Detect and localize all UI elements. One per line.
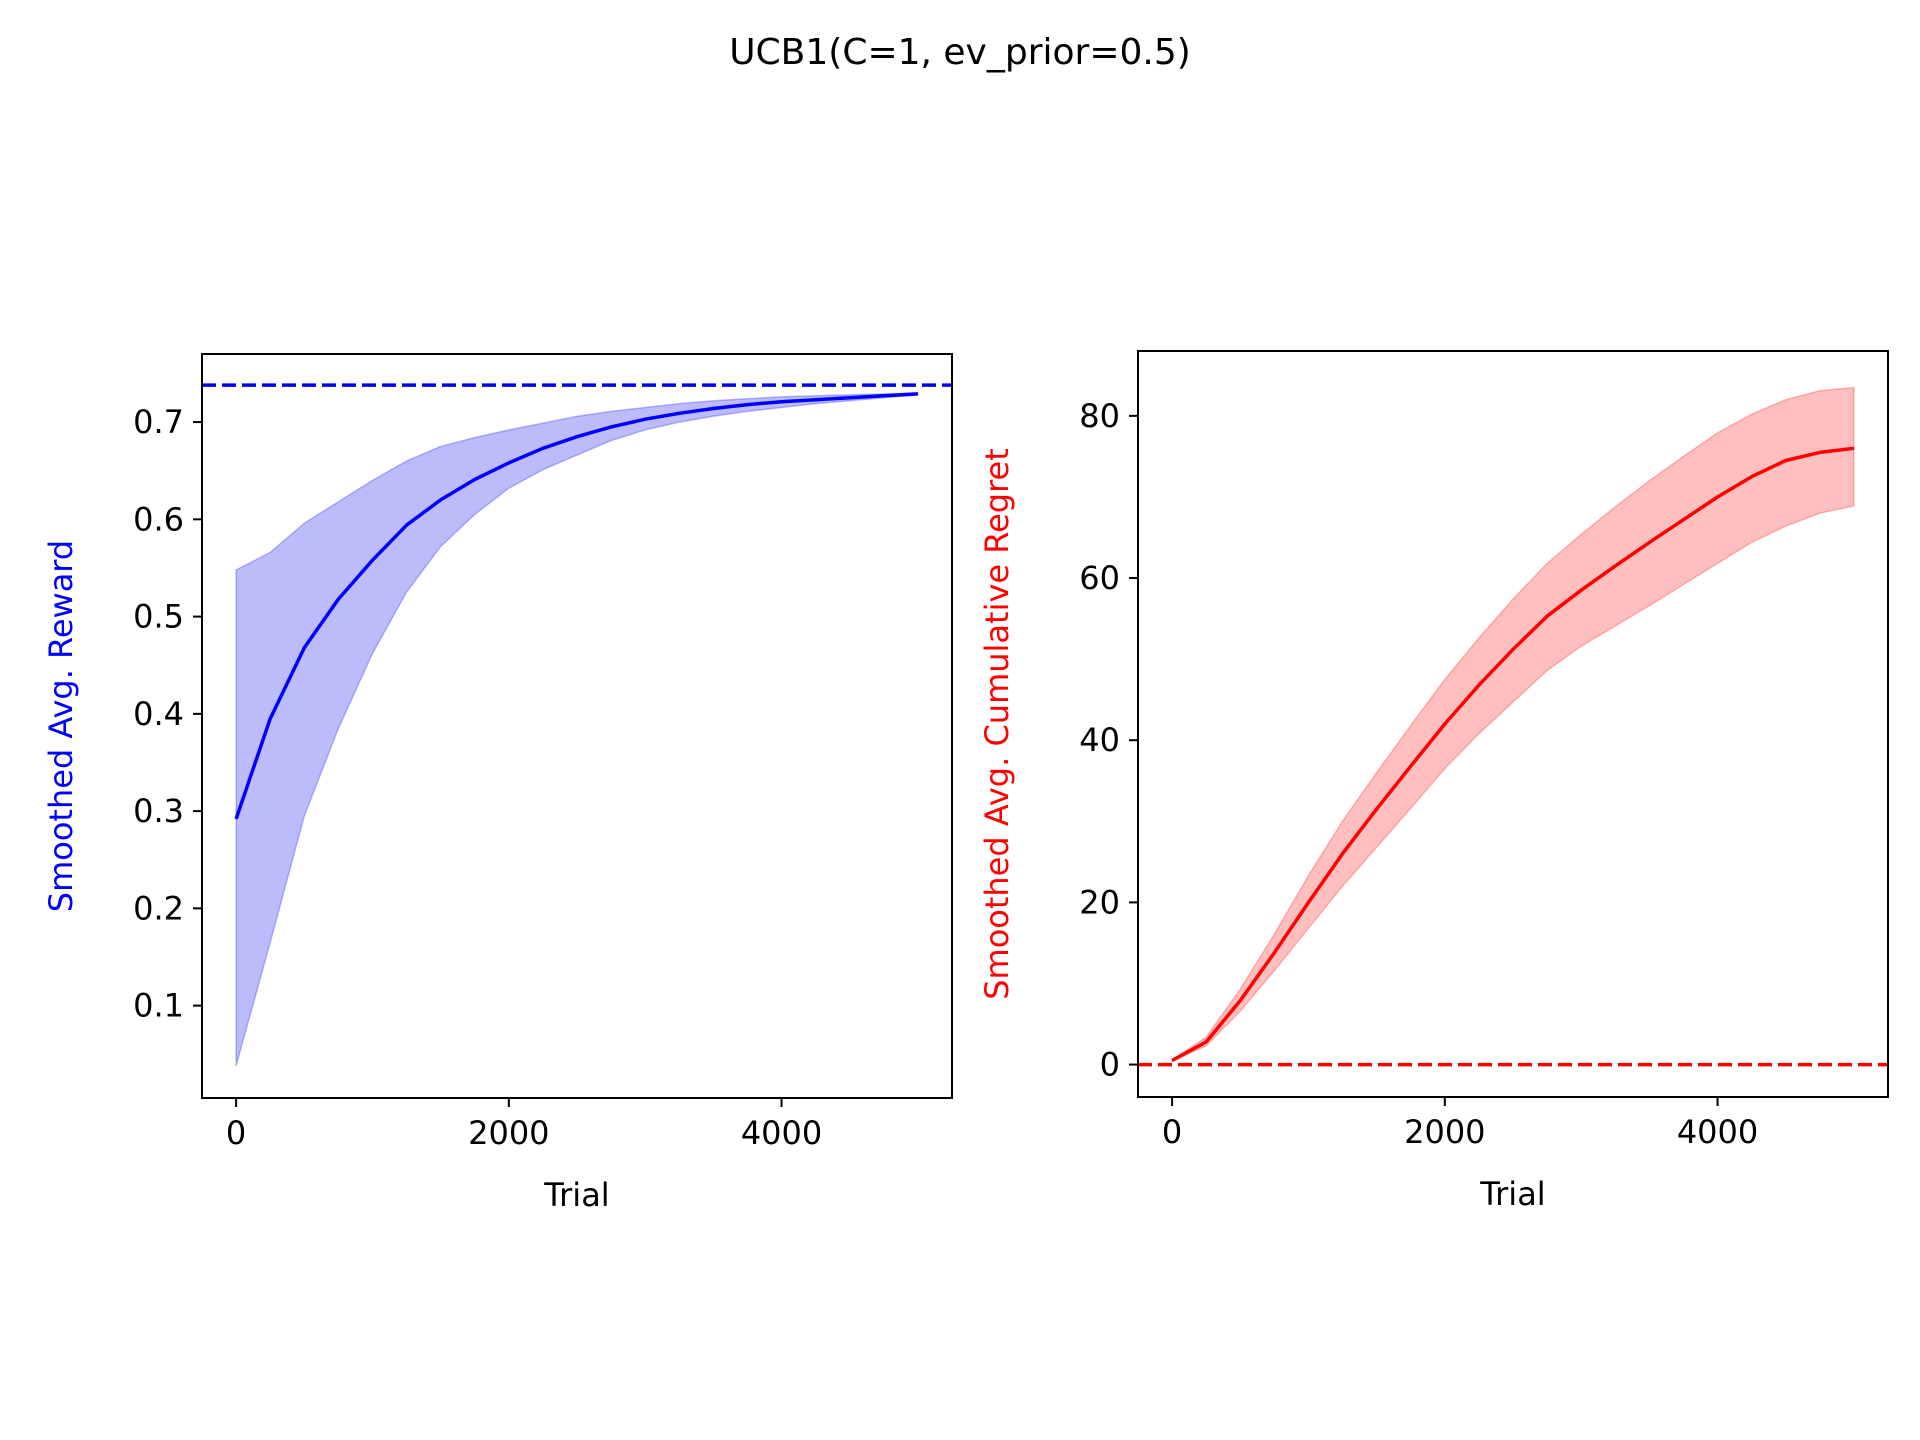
y-tick-label: 0.7 [133, 403, 184, 441]
y-axis-label: Smoothed Avg. Reward [42, 540, 80, 912]
x-tick-label: 4000 [741, 1114, 822, 1152]
y-axis-label: Smoothed Avg. Cumulative Regret [978, 448, 1016, 1000]
y-tick-label: 80 [1079, 397, 1120, 435]
x-tick-label: 0 [226, 1114, 246, 1152]
reward-panel: 0 2000 4000 0.1 0.2 0.3 0.4 0.5 0.6 0.7 Trial Smoot… [42, 353, 953, 1214]
y-tick-label: 0.2 [133, 889, 184, 927]
y-tick-label: 0 [1100, 1046, 1120, 1084]
x-tick-label: 2000 [468, 1114, 549, 1152]
y-tick-label: 0.4 [133, 695, 184, 733]
x-axis-label: Trial [543, 1176, 609, 1214]
x-tick-label: 0 [1162, 1113, 1182, 1151]
y-tick-label: 60 [1079, 559, 1120, 597]
x-tick-label: 2000 [1404, 1113, 1485, 1151]
x-tick-label: 4000 [1677, 1113, 1758, 1151]
y-tick-label: 40 [1079, 721, 1120, 759]
axes-frame [1137, 350, 1889, 1098]
y-tick-label: 0.1 [133, 987, 184, 1025]
y-tick-label: 0.5 [133, 598, 184, 636]
axes-frame [201, 353, 953, 1099]
confidence-band [235, 392, 919, 1067]
y-tick-label: 20 [1079, 883, 1120, 921]
y-tick-label: 0.3 [133, 792, 184, 830]
figure-title: UCB1(C=1, ev_prior=0.5) [729, 32, 1191, 73]
x-axis-label: Trial [1479, 1175, 1545, 1213]
mean-line [1171, 446, 1855, 1063]
regret-panel: 0 2000 4000 0 20 40 60 80 Trial Smoothed Avg. Cum… [978, 350, 1889, 1213]
mean-line [234, 392, 918, 820]
confidence-band [1171, 386, 1855, 1063]
y-tick-label: 0.6 [133, 500, 184, 538]
